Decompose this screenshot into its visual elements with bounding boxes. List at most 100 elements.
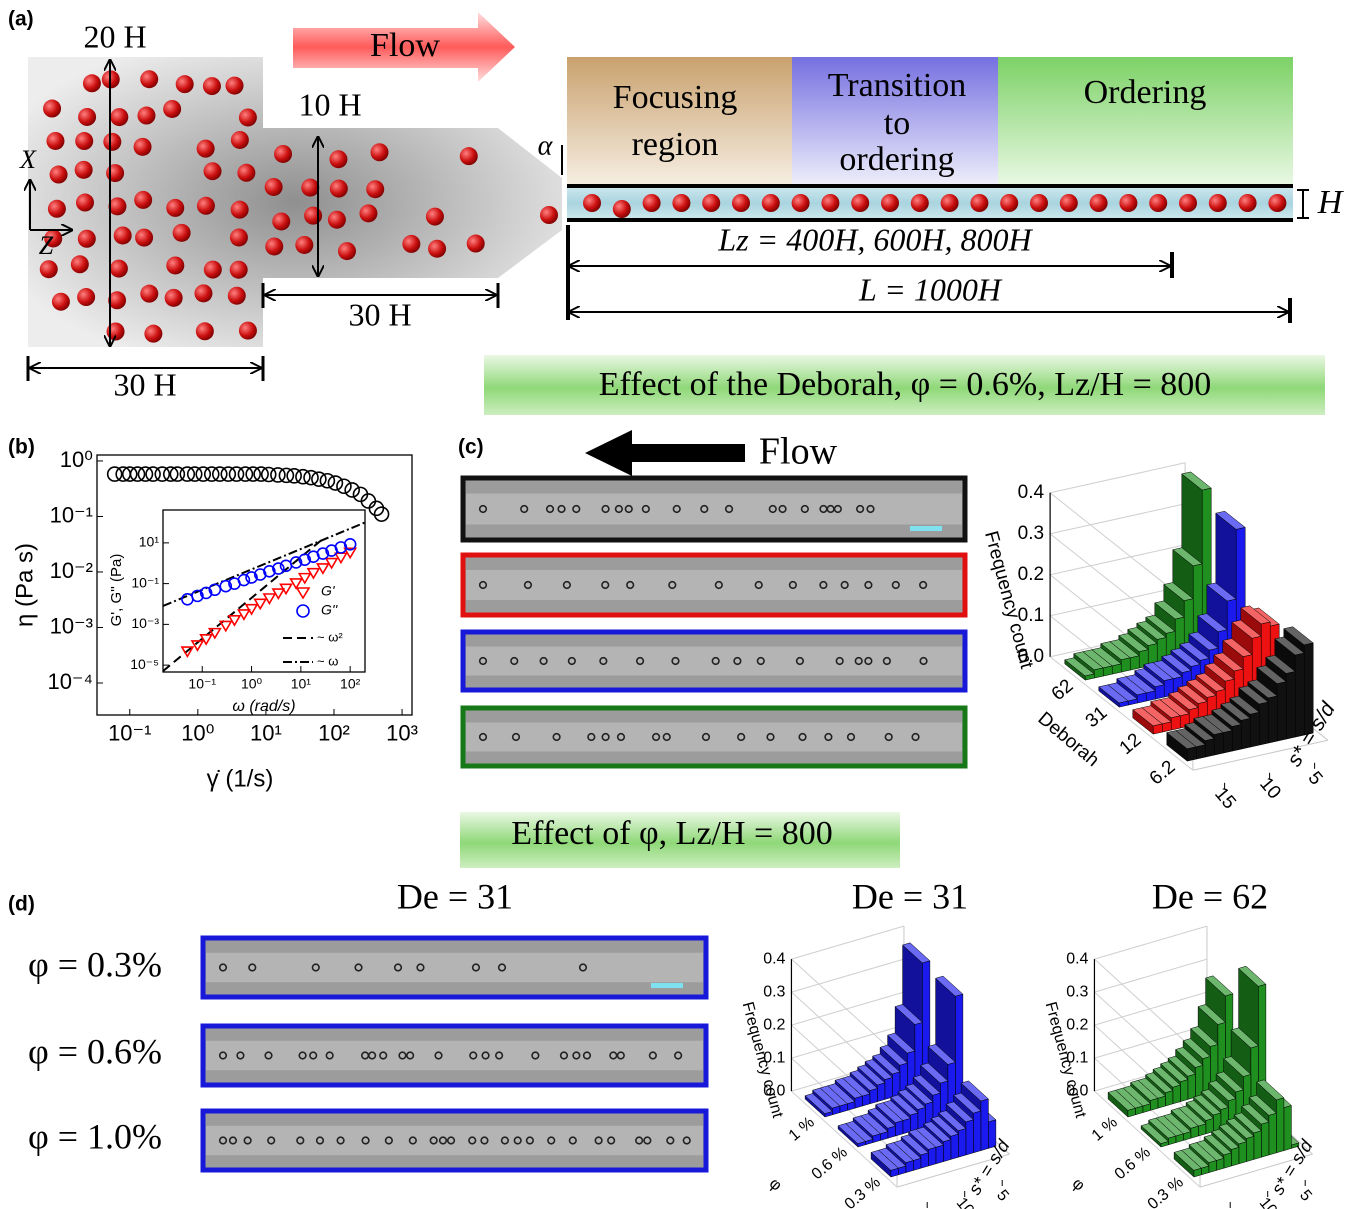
row-label: 0.6 % — [1112, 1144, 1154, 1183]
particle — [1149, 194, 1167, 212]
bar-front — [1205, 739, 1214, 757]
y-tick-label: 10⁻⁵ — [130, 656, 159, 672]
scale-bar — [910, 526, 942, 531]
particle — [1060, 194, 1078, 212]
panel-label: (c) — [458, 436, 484, 459]
x-tick-label: 10⁻¹ — [108, 721, 151, 746]
particle — [103, 133, 121, 151]
panel-title: De = 31 — [397, 876, 513, 916]
figure: (a) Flow 20 H 10 H 30 H 30 H X Z α Focus… — [0, 0, 1359, 1209]
x-tick-label: 10 — [1255, 774, 1285, 804]
particle — [328, 211, 346, 229]
particle — [75, 161, 93, 179]
x-tick-label: 5 — [1304, 768, 1327, 790]
particle — [75, 132, 93, 150]
particle — [230, 261, 248, 279]
dimension-label: 10 H — [298, 86, 361, 122]
x-tick-label: 5 — [1296, 1187, 1315, 1205]
x-tick-label: 10 — [1256, 1195, 1281, 1209]
particle — [428, 240, 446, 258]
z-tick-label: 0.2 — [1018, 564, 1044, 585]
particle — [295, 236, 313, 254]
x-tick-label: 10² — [340, 675, 361, 691]
x-tick-label: 10⁻¹ — [188, 675, 216, 691]
particle — [226, 77, 244, 95]
bar-front — [1150, 1098, 1158, 1110]
particle — [732, 194, 750, 212]
bar-front — [1261, 1122, 1269, 1157]
bar-front — [1130, 656, 1139, 670]
particle — [583, 194, 601, 212]
y-axis-label: η (Pa s) — [11, 543, 38, 627]
particle — [467, 235, 485, 253]
bar-front — [936, 1145, 944, 1164]
particle — [304, 207, 322, 225]
particle — [176, 75, 194, 93]
bar-front — [1191, 1126, 1199, 1138]
particle — [137, 107, 155, 125]
row-label: φ = 0.3% — [28, 944, 162, 984]
bar-front — [1224, 1153, 1232, 1168]
bar-front — [895, 1121, 903, 1136]
z-tick-label: 0.3 — [763, 983, 785, 1000]
z-tick-label: 0.2 — [763, 1016, 785, 1033]
y-tick-label: 10⁰ — [60, 447, 93, 472]
x-axis-label: γ̇ (1/s) — [207, 765, 274, 792]
particle — [108, 197, 126, 215]
region-label: ordering — [839, 141, 954, 178]
y-tick-label: 10⁻³ — [50, 613, 93, 638]
scale-bar — [651, 983, 683, 988]
region-label: region — [632, 126, 719, 163]
dimension-label: 20 H — [83, 18, 146, 54]
particle — [1268, 194, 1286, 212]
particle — [851, 194, 869, 212]
bar-front — [1165, 1091, 1173, 1106]
region — [567, 57, 792, 185]
y-tick-label: 10⁻² — [50, 558, 93, 583]
bar-front — [1173, 1085, 1181, 1104]
bar-front — [913, 1158, 921, 1170]
x-tick-label: 15 — [1218, 1206, 1243, 1209]
row-label: 31 — [1082, 702, 1112, 732]
bar-front — [885, 1077, 893, 1099]
bar-front — [1223, 731, 1232, 754]
bar-front — [966, 1120, 974, 1155]
particle — [762, 194, 780, 212]
bar-front — [973, 1111, 981, 1153]
bar-front — [1180, 1080, 1188, 1102]
particle — [1090, 194, 1108, 212]
particle — [274, 145, 292, 163]
z-tick-label: 0.3 — [1018, 523, 1044, 544]
channel-band — [206, 953, 703, 983]
particle — [643, 194, 661, 212]
particle — [197, 140, 215, 158]
particle — [203, 77, 221, 95]
bar-front — [910, 1113, 918, 1132]
channel — [28, 57, 562, 347]
particle — [134, 138, 152, 156]
row-label: 6.2 — [1146, 756, 1180, 789]
particle — [792, 194, 810, 212]
legend-label: G' — [321, 583, 336, 599]
z-axis-label: Frequency count — [980, 529, 1037, 672]
particle — [1179, 194, 1197, 212]
channel-band — [466, 494, 962, 525]
dimension-label: 30 H — [348, 296, 411, 332]
bar-front — [1216, 1158, 1224, 1170]
particle — [166, 256, 184, 274]
bar-front — [1269, 1113, 1277, 1155]
particle — [821, 194, 839, 212]
particle — [50, 166, 68, 184]
bar-front — [1196, 745, 1205, 759]
banner-text: Effect of φ, Lz/H = 800 — [511, 815, 832, 852]
y-tick-label: 10⁻¹ — [50, 502, 93, 527]
particle — [114, 226, 132, 244]
particle — [272, 212, 290, 230]
particle — [71, 255, 89, 273]
particle — [204, 162, 222, 180]
chart-title: De = 62 — [1152, 876, 1268, 916]
channel-band — [466, 723, 962, 752]
particle — [613, 200, 631, 218]
y-axis-label: G', G'' (Pa) — [108, 554, 125, 627]
panel-label: (b) — [8, 436, 35, 459]
